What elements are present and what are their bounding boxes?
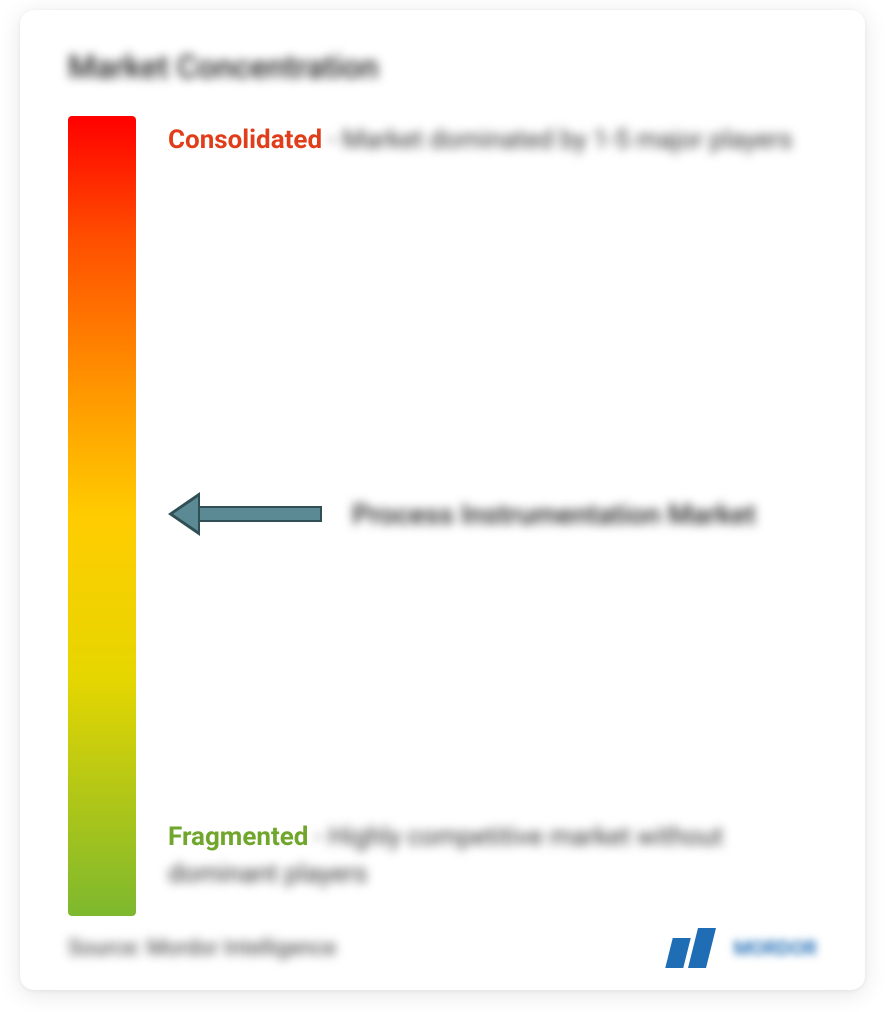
fragmented-term: Fragmented (168, 822, 308, 852)
brand-logo: MORDOR (661, 928, 817, 968)
consolidated-term: Consolidated (168, 125, 322, 155)
logo-mark-icon (661, 928, 725, 968)
card-body: Consolidated - Market dominated by 1-5 m… (68, 116, 817, 916)
card-footer: Source: Mordor Intelligence MORDOR (68, 928, 817, 968)
annotation-area: Consolidated - Market dominated by 1-5 m… (168, 116, 808, 916)
left-arrow-icon (168, 490, 328, 538)
concentration-gradient-bar (68, 116, 136, 916)
logo-text: MORDOR (733, 936, 817, 960)
consolidated-line: Consolidated - Market dominated by 1-5 m… (168, 122, 808, 160)
consolidated-description: - Market dominated by 1-5 major players (329, 125, 793, 155)
market-pointer-block: Process Instrumentation Market (168, 490, 808, 538)
fragmented-line: Fragmented - Highly competitive market w… (168, 819, 808, 894)
market-label: Process Instrumentation Market (352, 498, 756, 531)
concentration-card: Market Concentration Consolidated - Mark… (20, 10, 865, 990)
consolidated-block: Consolidated - Market dominated by 1-5 m… (168, 122, 808, 160)
fragmented-block: Fragmented - Highly competitive market w… (168, 819, 808, 894)
card-title: Market Concentration (68, 48, 817, 86)
source-text: Source: Mordor Intelligence (68, 936, 336, 961)
